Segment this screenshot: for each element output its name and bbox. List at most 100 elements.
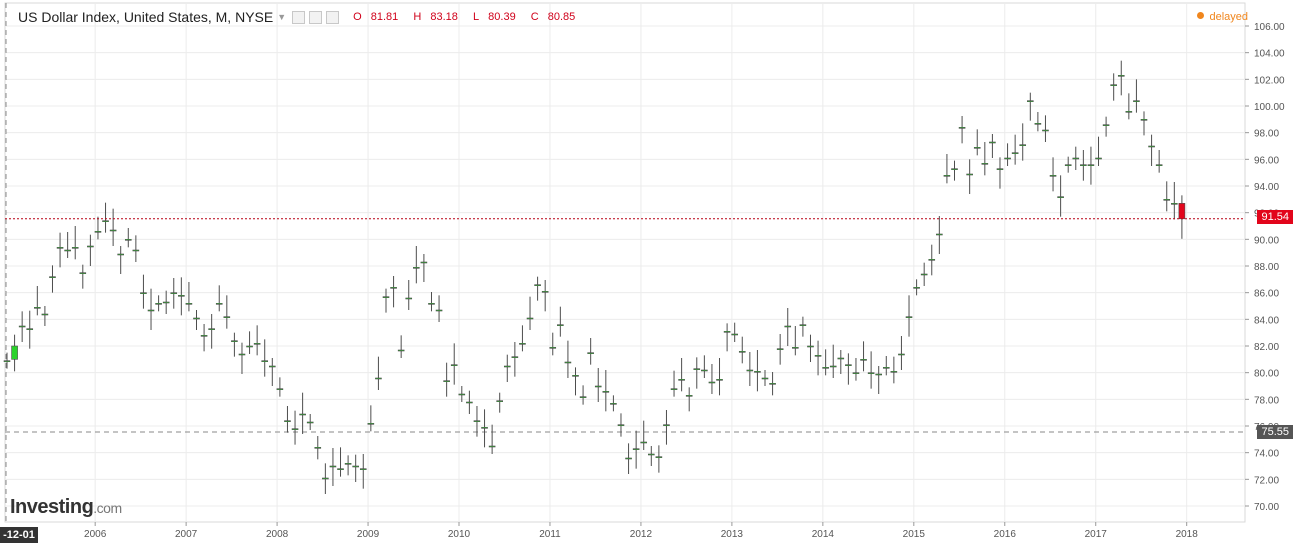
y-tick-label: 90.00 (1254, 235, 1279, 246)
candle-body (1064, 164, 1072, 166)
x-tick-label: 2009 (357, 529, 380, 540)
candle-body (973, 147, 981, 149)
candle-body (594, 385, 602, 388)
x-tick-label: 2010 (448, 529, 471, 540)
x-tick-label: 2011 (539, 529, 561, 540)
candle-body (162, 301, 170, 304)
candle-body (716, 379, 723, 381)
candle-body (875, 373, 883, 376)
candle-body (496, 400, 504, 402)
candle-body (1034, 123, 1042, 125)
candle-body (428, 303, 435, 305)
candle-body (147, 309, 155, 312)
candle-body (117, 253, 124, 256)
candle-body (329, 465, 337, 468)
candle-body (458, 393, 466, 396)
candle-body (1155, 164, 1163, 166)
candle-body (284, 420, 291, 422)
candle-body (1102, 124, 1110, 126)
candle-body (534, 284, 541, 286)
candle-body (443, 380, 450, 382)
candle-body (640, 441, 648, 444)
candle-body (693, 368, 701, 370)
candle-body (519, 343, 526, 345)
candle-body (799, 324, 807, 326)
candle-body (488, 445, 496, 448)
candle-body (807, 345, 814, 348)
candle-body (94, 231, 102, 233)
candle-body (1087, 164, 1095, 166)
close-icon[interactable] (326, 10, 340, 24)
candle-body (625, 457, 632, 460)
candle-body (845, 364, 852, 366)
candle-body (1117, 75, 1125, 77)
candle-body (79, 272, 87, 274)
candle-body (109, 229, 117, 232)
settings-icon[interactable] (292, 10, 306, 24)
candle-body (1042, 129, 1049, 132)
candle-body (132, 249, 140, 252)
y-tick-label: 84.00 (1254, 315, 1279, 326)
x-tick-label: 2008 (266, 529, 289, 540)
candle-body (632, 448, 640, 450)
candle-body (291, 428, 299, 430)
investing-logo: Investing.com (10, 496, 122, 518)
chart-title[interactable]: US Dollar Index, United States, M, NYSE (18, 9, 274, 25)
candle-body (958, 127, 966, 129)
date-cursor-label: -12-01 (0, 527, 38, 543)
y-tick-label: 96.00 (1254, 155, 1279, 166)
y-tick-label: 80.00 (1254, 369, 1279, 380)
crosshair-price-tag: 75.55 (1257, 425, 1293, 439)
candle-body (481, 427, 488, 429)
candle-body (246, 345, 253, 348)
y-tick-label: 86.00 (1254, 289, 1279, 300)
refresh-icon[interactable] (309, 10, 323, 24)
y-tick-label: 88.00 (1254, 262, 1279, 273)
y-tick-label: 70.00 (1254, 502, 1279, 513)
x-tick-label: 2015 (903, 529, 926, 540)
candle-body (981, 163, 989, 165)
candle-body (541, 291, 549, 293)
candle-body (208, 328, 215, 330)
candle-body (1140, 119, 1148, 121)
candle-body (610, 403, 617, 405)
candle-body (299, 413, 306, 416)
candle-body (746, 369, 754, 372)
candle-body (738, 351, 746, 353)
candle-body (11, 345, 18, 360)
candle-body (1095, 157, 1102, 160)
candle-body (837, 357, 845, 360)
candle-body (337, 468, 344, 470)
close-value: 80.85 (547, 11, 576, 23)
high-value: 83.18 (430, 11, 458, 23)
x-tick-label: 2014 (812, 529, 835, 540)
candle-body (920, 273, 928, 276)
candle-body (776, 348, 784, 350)
candle-body (375, 377, 382, 380)
candle-body (754, 371, 761, 373)
candle-body (26, 328, 34, 330)
candle-body (155, 303, 162, 305)
candle-body (238, 353, 246, 356)
candle-body (822, 367, 829, 369)
candle-body (405, 297, 413, 300)
candle-body (1178, 203, 1186, 220)
chevron-down-icon[interactable]: ▼ (277, 12, 287, 22)
ohlc-readout: O 81.81 H 83.18 L 80.39 C 80.85 (353, 11, 576, 23)
candle-body (617, 424, 625, 426)
candle-body (731, 333, 738, 336)
candle-body (572, 375, 579, 377)
y-tick-label: 72.00 (1254, 475, 1279, 486)
candle-body (792, 347, 799, 349)
last-price-tag: 91.54 (1257, 210, 1293, 224)
candle-body (503, 365, 511, 368)
candle-body (215, 303, 223, 305)
candle-body (223, 316, 231, 318)
candle-body (602, 391, 610, 393)
candle-body (413, 267, 420, 269)
candle-body (708, 381, 716, 384)
y-tick-label: 106.00 (1254, 22, 1285, 33)
candle-body (898, 353, 905, 356)
candle-body (867, 372, 875, 374)
